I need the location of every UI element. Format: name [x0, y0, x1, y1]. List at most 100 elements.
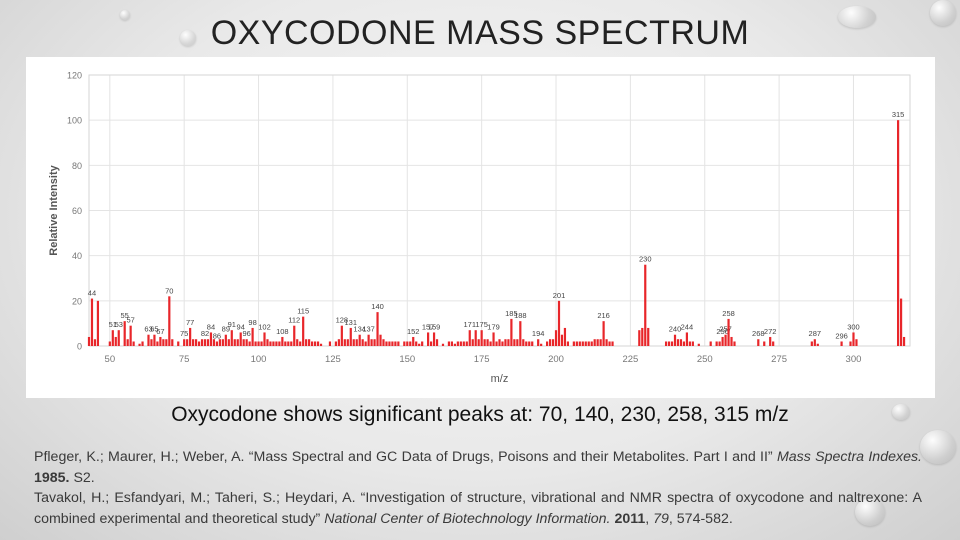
- reference-2-pages: , 574-582.: [668, 510, 733, 527]
- peak-bar: [468, 330, 471, 346]
- peak-bar: [602, 321, 605, 346]
- peak-bar: [349, 327, 352, 346]
- y-tick-label: 20: [72, 296, 82, 306]
- peak-bar: [855, 339, 858, 346]
- peak-bar: [275, 341, 278, 346]
- peak-bar: [584, 341, 587, 346]
- peak-bar: [638, 330, 641, 346]
- peak-bar: [305, 339, 308, 346]
- peak-bar: [429, 341, 433, 346]
- peak-bar: [409, 341, 412, 346]
- peak-label: 315: [892, 110, 905, 119]
- peak-bar: [718, 341, 721, 346]
- peak-bar: [813, 339, 816, 346]
- peak-bar: [379, 334, 382, 346]
- peak-bar: [230, 330, 233, 346]
- peak-bar: [194, 339, 198, 346]
- peak-bar: [840, 341, 843, 346]
- peak-bar: [340, 325, 343, 346]
- peak-bar: [679, 339, 683, 346]
- peak-bar: [245, 339, 248, 346]
- peak-bar: [769, 336, 772, 346]
- peak-bar: [215, 341, 219, 346]
- peak-bar: [224, 334, 227, 346]
- peak-label: 77: [186, 318, 194, 327]
- reference-1-year: 1985.: [34, 469, 70, 486]
- peak-bar: [563, 327, 567, 346]
- peak-bar: [578, 341, 581, 346]
- peak-bar: [221, 339, 224, 346]
- reference-1-text: Pfleger, K.; Maurer, H.; Weber, A. “Mass…: [34, 449, 777, 465]
- peak-bar: [394, 341, 397, 346]
- peak-bar: [897, 120, 900, 346]
- references: Pfleger, K.; Maurer, H.; Weber, A. “Mass…: [34, 447, 922, 529]
- peak-bar: [299, 341, 302, 346]
- peak-label: 296: [835, 331, 848, 340]
- reference-2-year: 2011: [614, 510, 646, 527]
- peak-bar: [670, 341, 674, 346]
- peak-bar: [465, 341, 468, 346]
- peak-bar: [290, 341, 293, 346]
- peak-bar: [531, 341, 534, 346]
- y-tick-label: 0: [77, 342, 82, 352]
- peak-bar: [554, 330, 558, 346]
- peak-bar: [486, 339, 489, 346]
- peak-bar: [403, 341, 406, 346]
- y-tick-label: 40: [72, 251, 82, 261]
- peak-bar: [266, 339, 269, 346]
- peak-label: 75: [180, 329, 188, 338]
- peak-bar: [727, 318, 730, 346]
- y-tick-label: 120: [67, 71, 82, 81]
- decorative-water-drop: [930, 0, 956, 26]
- peak-bar: [206, 339, 210, 346]
- peak-bar: [168, 296, 171, 346]
- peak-bar: [641, 327, 644, 346]
- peak-label: 287: [809, 329, 822, 338]
- x-tick-label: 275: [771, 354, 787, 365]
- peak-bar: [236, 339, 239, 346]
- peak-bar: [376, 312, 379, 346]
- peak-bar: [334, 341, 337, 346]
- y-tick-label: 60: [72, 206, 82, 216]
- peak-bar: [150, 339, 153, 346]
- peak-label: 216: [597, 311, 610, 320]
- peak-label: 82: [201, 329, 209, 338]
- peak-bar: [138, 343, 141, 346]
- y-axis-title: Relative Intensity: [48, 164, 60, 255]
- peak-bar: [528, 341, 531, 346]
- peak-label: 258: [722, 309, 735, 318]
- peak-bar: [724, 334, 727, 346]
- peak-label: 131: [345, 318, 358, 327]
- peak-bar: [355, 339, 358, 346]
- peak-bar: [316, 341, 320, 346]
- peak-bar: [328, 341, 332, 346]
- peak-label: 70: [165, 286, 173, 295]
- peak-bar: [87, 336, 91, 346]
- peak-bar: [587, 341, 590, 346]
- reference-2: Tavakol, H.; Esfandyari, M.; Taheri, S.;…: [34, 488, 922, 529]
- peak-label: 188: [514, 311, 527, 320]
- peak-label: 128: [336, 316, 349, 325]
- peak-bar: [212, 339, 216, 346]
- peak-bar: [159, 336, 162, 346]
- peak-bar: [474, 330, 477, 346]
- peak-label: 53: [115, 320, 123, 329]
- peak-bar: [269, 341, 272, 346]
- peak-bar: [218, 339, 221, 346]
- peak-bar: [418, 343, 421, 346]
- peak-label: 96: [242, 329, 250, 338]
- peak-bar: [730, 336, 733, 346]
- peak-bar: [96, 300, 100, 346]
- peak-bar: [209, 332, 213, 346]
- mass-spectrum-svg: 0 20 40 60 80 100 120 50 75 100 125 150 175 200 225 250…: [48, 71, 911, 385]
- peak-bar: [697, 343, 700, 346]
- peak-bar: [483, 339, 486, 346]
- peak-label: 152: [407, 327, 420, 336]
- x-tick-label: 225: [622, 354, 638, 365]
- peak-bar: [510, 318, 513, 346]
- peak-bar: [382, 339, 385, 346]
- x-tick-label: 250: [697, 354, 713, 365]
- peak-bar: [644, 264, 647, 346]
- peak-bar: [343, 339, 346, 346]
- peak-bar: [162, 339, 165, 346]
